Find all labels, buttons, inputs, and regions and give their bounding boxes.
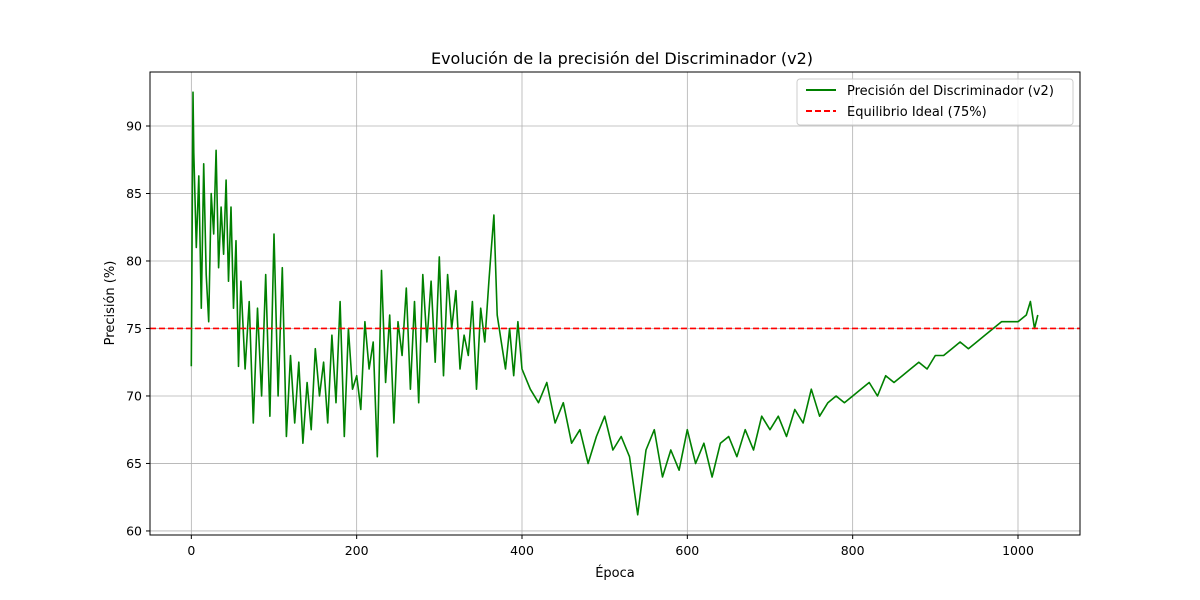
y-axis-label: Precisión (%) <box>103 261 118 346</box>
x-tick-label: 400 <box>510 543 534 558</box>
legend-box <box>796 78 1074 126</box>
y-tick-label: 60 <box>126 523 142 538</box>
legend: Precisión del Discriminador (v2) Equilib… <box>796 78 1074 126</box>
y-tick-label: 70 <box>126 388 142 403</box>
axis-ticks: 0 200 400 600 800 1000 60 65 70 75 80 85 90 <box>126 118 1034 558</box>
y-tick-label: 75 <box>126 321 142 336</box>
x-tick-label: 1000 <box>1002 543 1034 558</box>
y-tick-label: 65 <box>126 456 142 471</box>
plot-data <box>150 91 1080 516</box>
x-tick-label: 600 <box>675 543 699 558</box>
x-axis-label: Época <box>595 565 635 581</box>
legend-label-ideal: Equilibrio Ideal (75%) <box>847 105 987 120</box>
y-tick-label: 85 <box>126 186 142 201</box>
y-tick-label: 80 <box>126 253 142 268</box>
x-tick-label: 0 <box>187 543 195 558</box>
x-tick-label: 200 <box>345 543 369 558</box>
y-tick-label: 90 <box>126 118 142 133</box>
chart-title: Evolución de la precisión del Discrimina… <box>431 49 813 68</box>
plot-frame <box>149 71 1081 536</box>
legend-label-accuracy: Precisión del Discriminador (v2) <box>847 84 1054 99</box>
accuracy-line <box>190 91 1039 516</box>
x-tick-label: 800 <box>841 543 865 558</box>
